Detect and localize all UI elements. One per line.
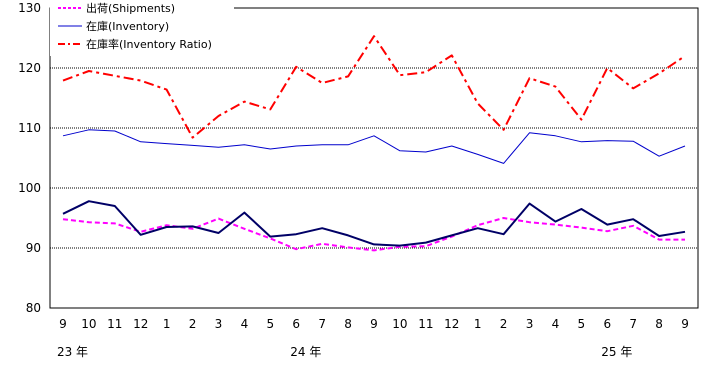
y-tick-label: 120: [18, 61, 41, 75]
y-tick-label: 110: [18, 121, 41, 135]
x-tick-label: 5: [578, 317, 586, 331]
x-tick-label: 6: [603, 317, 611, 331]
x-axis: 9 10 11 12 1 2 3 4 5 6 7 8 9 10 11 12 1 2 3 4 5 6 7 8 9: [59, 317, 689, 331]
y-tick-label: 100: [18, 181, 41, 195]
legend-box: [50, 0, 234, 56]
x-tick-label: 2: [189, 317, 197, 331]
x-tick-label: 11: [418, 317, 433, 331]
x-tick-label: 5: [266, 317, 274, 331]
x-tick-label: 4: [552, 317, 560, 331]
x-tick-label: 12: [133, 317, 148, 331]
plot-area: [49, 7, 699, 309]
legend-label: 在庫(Inventory): [86, 19, 169, 33]
year-label: 23 年: [57, 345, 88, 359]
x-tick-label: 12: [444, 317, 459, 331]
x-tick-label: 3: [215, 317, 223, 331]
series-line: [62, 200, 686, 247]
legend-label: 在庫率(Inventory Ratio): [86, 37, 212, 51]
x-tick-label: 9: [681, 317, 689, 331]
y-tick-label: 130: [18, 1, 41, 15]
x-tick-label: 6: [292, 317, 300, 331]
x-tick-label: 7: [318, 317, 326, 331]
x-tick-label: 11: [107, 317, 122, 331]
year-labels: 23 年 24 年 25 年: [57, 345, 632, 359]
y-tick-label: 80: [26, 301, 41, 315]
x-tick-label: 9: [59, 317, 67, 331]
year-label: 24 年: [290, 345, 321, 359]
x-tick-label: 10: [392, 317, 407, 331]
x-tick-label: 1: [163, 317, 171, 331]
series-line: [62, 217, 685, 252]
x-tick-label: 8: [655, 317, 663, 331]
x-tick-label: 2: [500, 317, 508, 331]
series-line: [62, 129, 686, 164]
x-tick-label: 10: [81, 317, 96, 331]
x-tick-label: 1: [474, 317, 482, 331]
legend: 出荷(Shipments) 在庫(Inventory) 在庫率(Inventory …: [50, 0, 234, 56]
x-tick-label: 7: [629, 317, 637, 331]
series-line: [62, 35, 686, 139]
x-tick-label: 3: [526, 317, 534, 331]
x-tick-label: 9: [370, 317, 378, 331]
legend-label: 出荷(Shipments): [86, 1, 175, 15]
y-axis: 80 90 100 110 120 130: [18, 1, 41, 315]
x-tick-label: 4: [241, 317, 249, 331]
y-tick-label: 90: [26, 241, 41, 255]
series-lines: [62, 35, 686, 252]
x-tick-label: 8: [344, 317, 352, 331]
year-label: 25 年: [601, 345, 632, 359]
grid: [50, 67, 698, 249]
